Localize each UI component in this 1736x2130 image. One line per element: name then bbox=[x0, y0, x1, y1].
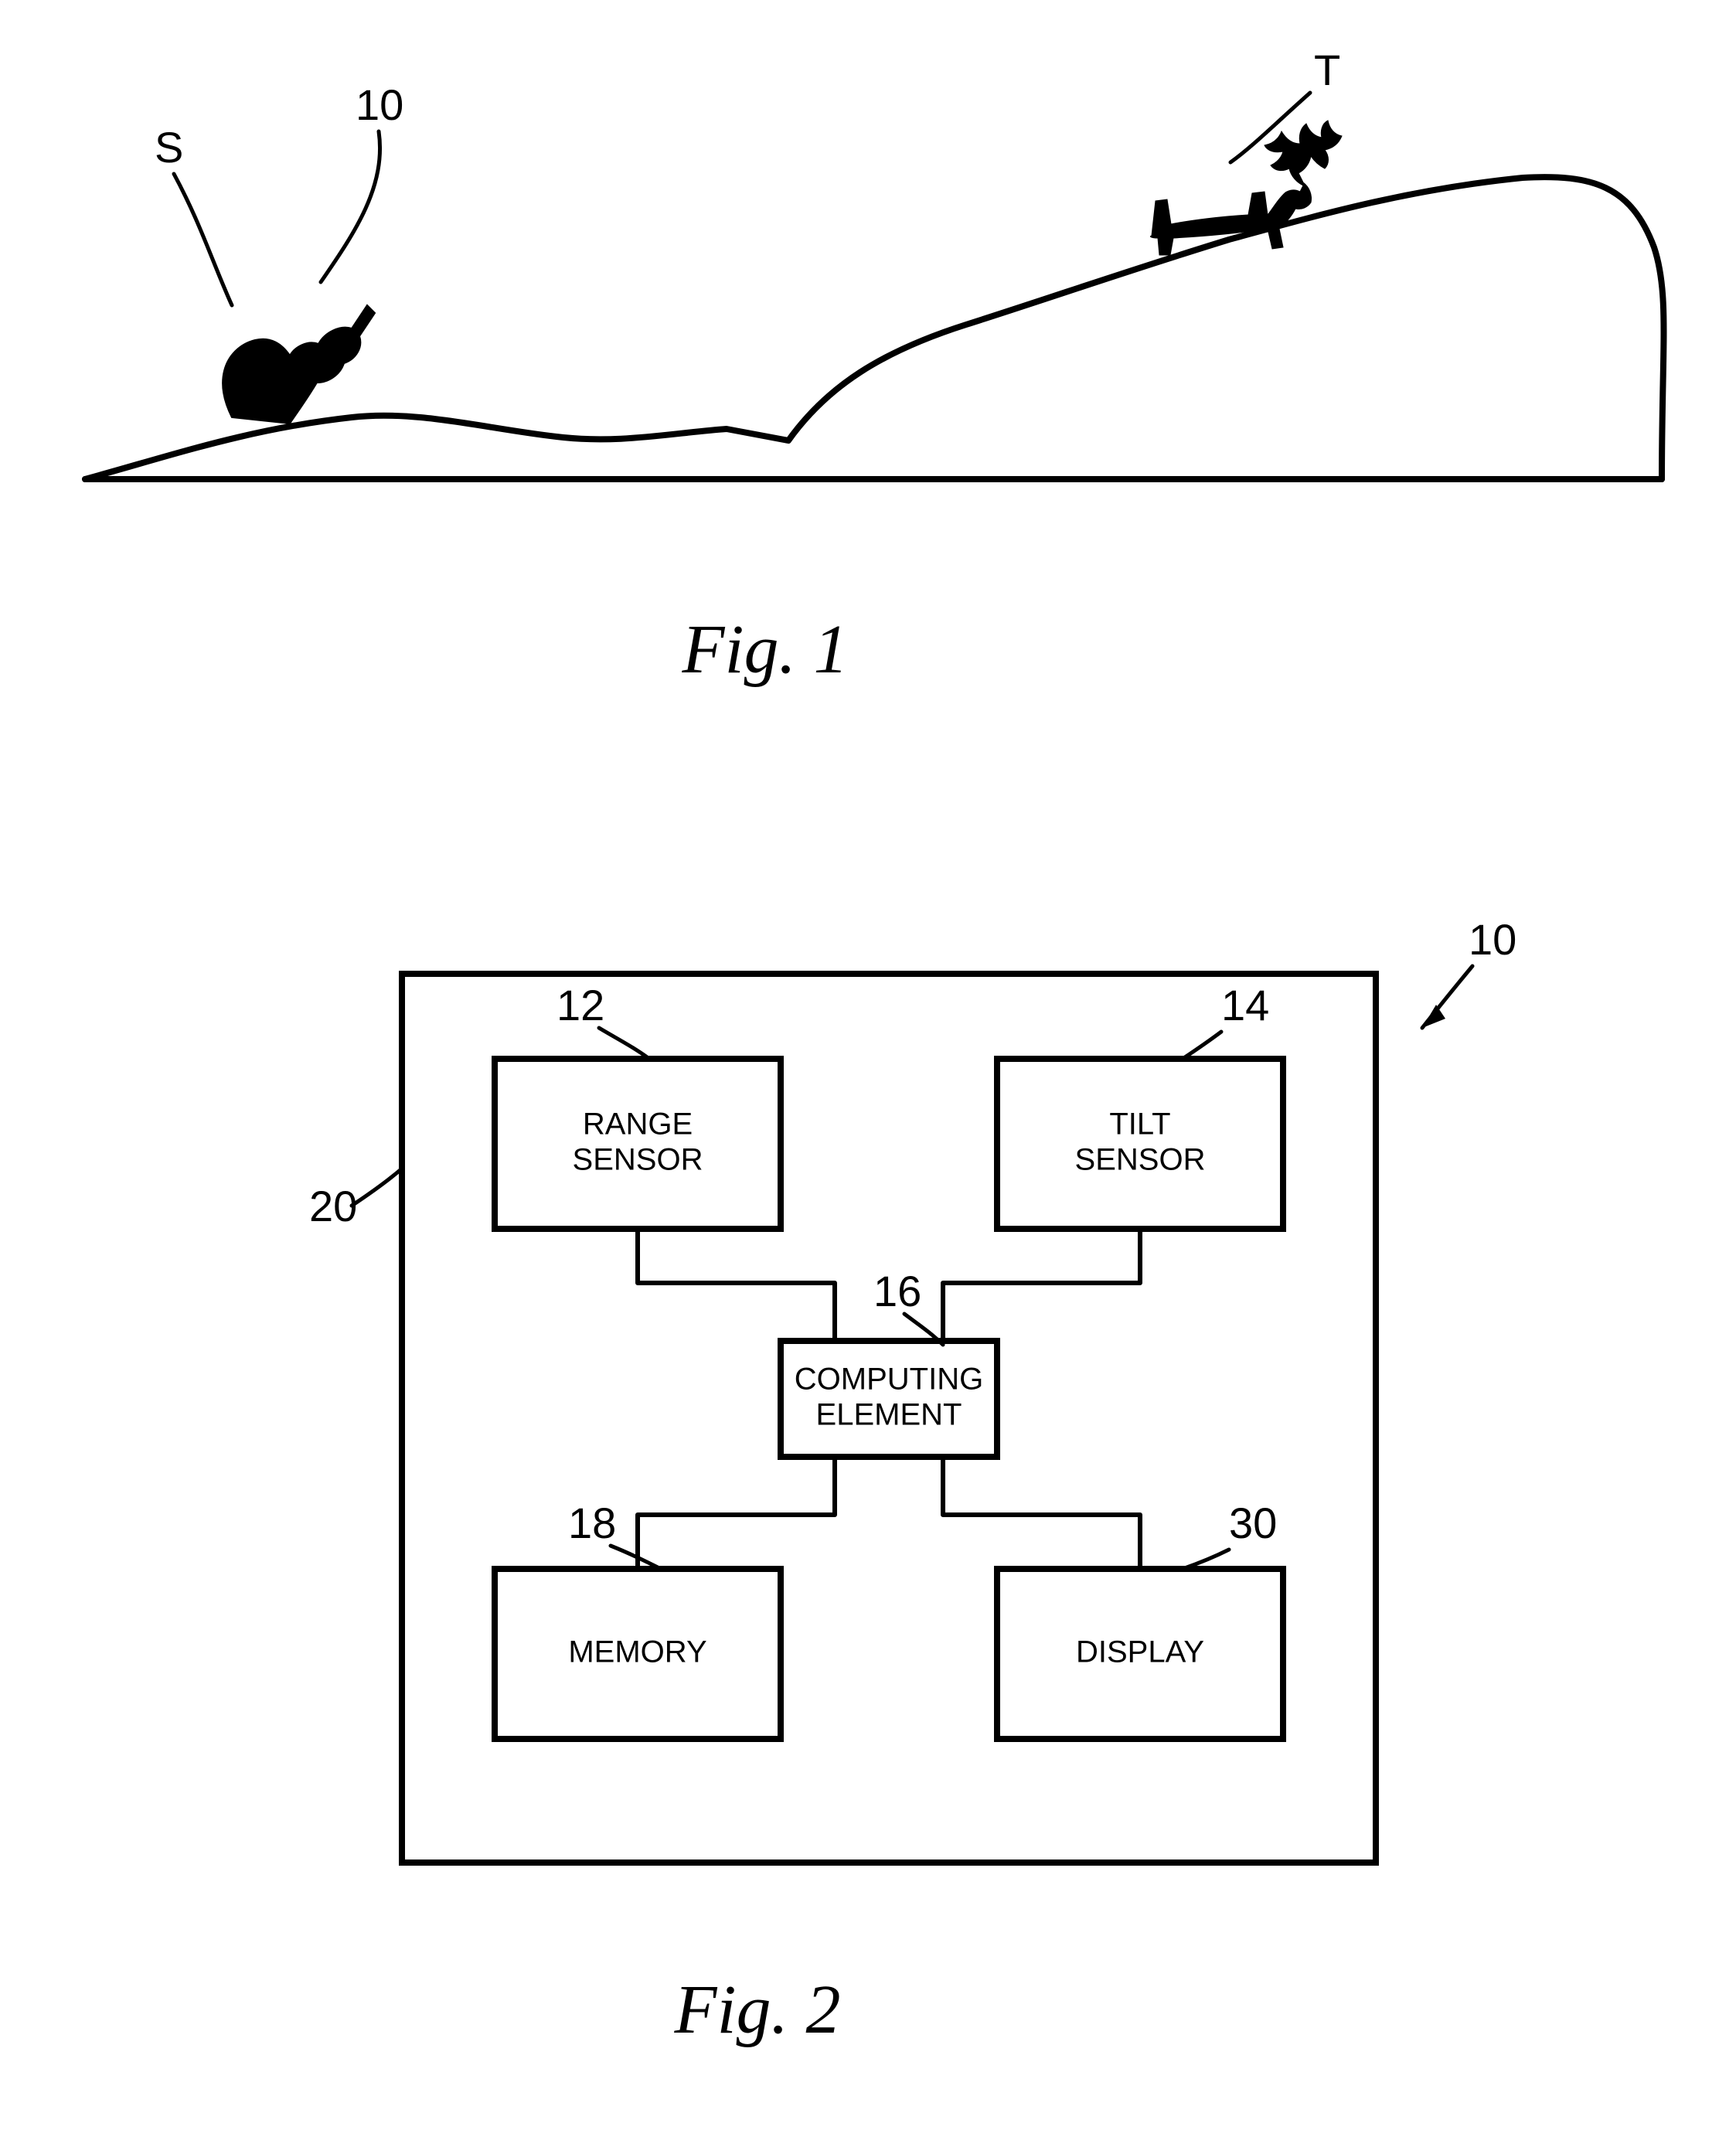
leader-12 bbox=[599, 1028, 649, 1059]
fig2-caption: Fig. 2 bbox=[674, 1972, 841, 2048]
block-range-label-0: RANGE bbox=[583, 1108, 693, 1142]
connector-3 bbox=[943, 1457, 1140, 1569]
arrowhead-10 bbox=[1422, 1005, 1445, 1028]
block-tilt-label-1: SENSOR bbox=[1075, 1143, 1206, 1177]
block-compute-label-0: COMPUTING bbox=[795, 1363, 983, 1397]
label-T: T bbox=[1314, 46, 1340, 94]
shooter-silhouette bbox=[223, 305, 375, 424]
leader-20 bbox=[352, 1169, 402, 1206]
connector-1 bbox=[943, 1229, 1140, 1341]
connector-2 bbox=[638, 1457, 835, 1569]
block-display-label-0: DISPLAY bbox=[1076, 1635, 1204, 1669]
ref-10-fig2: 10 bbox=[1469, 915, 1516, 964]
leader-10 bbox=[321, 131, 380, 282]
block-compute-label-1: ELEMENT bbox=[816, 1398, 962, 1432]
ref-14: 14 bbox=[1221, 981, 1269, 1029]
label-10: 10 bbox=[356, 80, 403, 129]
ref-16: 16 bbox=[873, 1267, 921, 1315]
ref-18: 18 bbox=[568, 1499, 616, 1547]
block-memory-label-0: MEMORY bbox=[568, 1635, 706, 1669]
terrain-outline bbox=[85, 177, 1664, 479]
fig1-caption: Fig. 1 bbox=[682, 611, 849, 688]
connector-0 bbox=[638, 1229, 835, 1341]
block-tilt-label-0: TILT bbox=[1109, 1108, 1170, 1142]
leader-14 bbox=[1183, 1032, 1221, 1059]
ref-30: 30 bbox=[1229, 1499, 1277, 1547]
ref-12: 12 bbox=[557, 981, 604, 1029]
label-S: S bbox=[155, 123, 183, 172]
leader-S bbox=[174, 174, 232, 305]
block-range-label-1: SENSOR bbox=[573, 1143, 703, 1177]
